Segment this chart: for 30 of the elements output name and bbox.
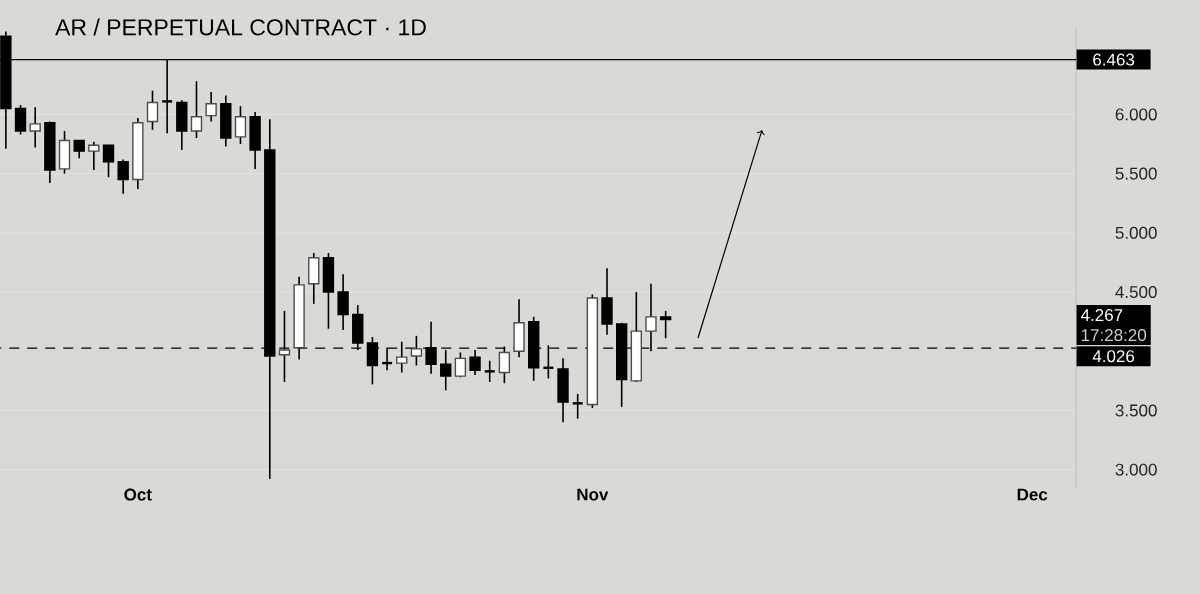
candlestick [659, 310, 672, 340]
candlestick [102, 144, 115, 178]
y-tick-label: 3.000 [1115, 463, 1157, 476]
candlestick [190, 80, 203, 139]
y-tick-label: 6.000 [1115, 108, 1157, 121]
candlestick [205, 91, 217, 123]
candlestick [117, 158, 129, 195]
ref-line-label: 4.026 [1092, 350, 1135, 363]
candlestick [337, 273, 349, 331]
candlestick [396, 340, 408, 374]
candlestick [146, 89, 159, 131]
y-tick-label: 5.500 [1115, 167, 1157, 180]
x-tick-label: Nov [577, 488, 609, 501]
ref-line-label: 6.463 [1093, 53, 1135, 66]
x-tick-label: Oct [124, 488, 152, 501]
y-tick-label: 3.500 [1115, 404, 1157, 417]
y-tick-label: 5.000 [1115, 226, 1157, 239]
candlestick [454, 351, 467, 379]
candlestick [571, 393, 584, 420]
chart-title: AR / PERPETUAL CONTRACT · 1D [55, 18, 426, 36]
candlestick [14, 104, 27, 136]
candlestick [234, 105, 247, 145]
candlestick [88, 140, 100, 171]
candlestick [29, 106, 41, 149]
x-tick-label: Dec [1017, 488, 1048, 501]
candlestick [469, 349, 481, 376]
y-tick-label: 4.500 [1115, 286, 1157, 299]
text: 4.267 [1080, 309, 1123, 322]
candlestick [483, 359, 496, 383]
text: 17:28:20 [1081, 329, 1147, 342]
